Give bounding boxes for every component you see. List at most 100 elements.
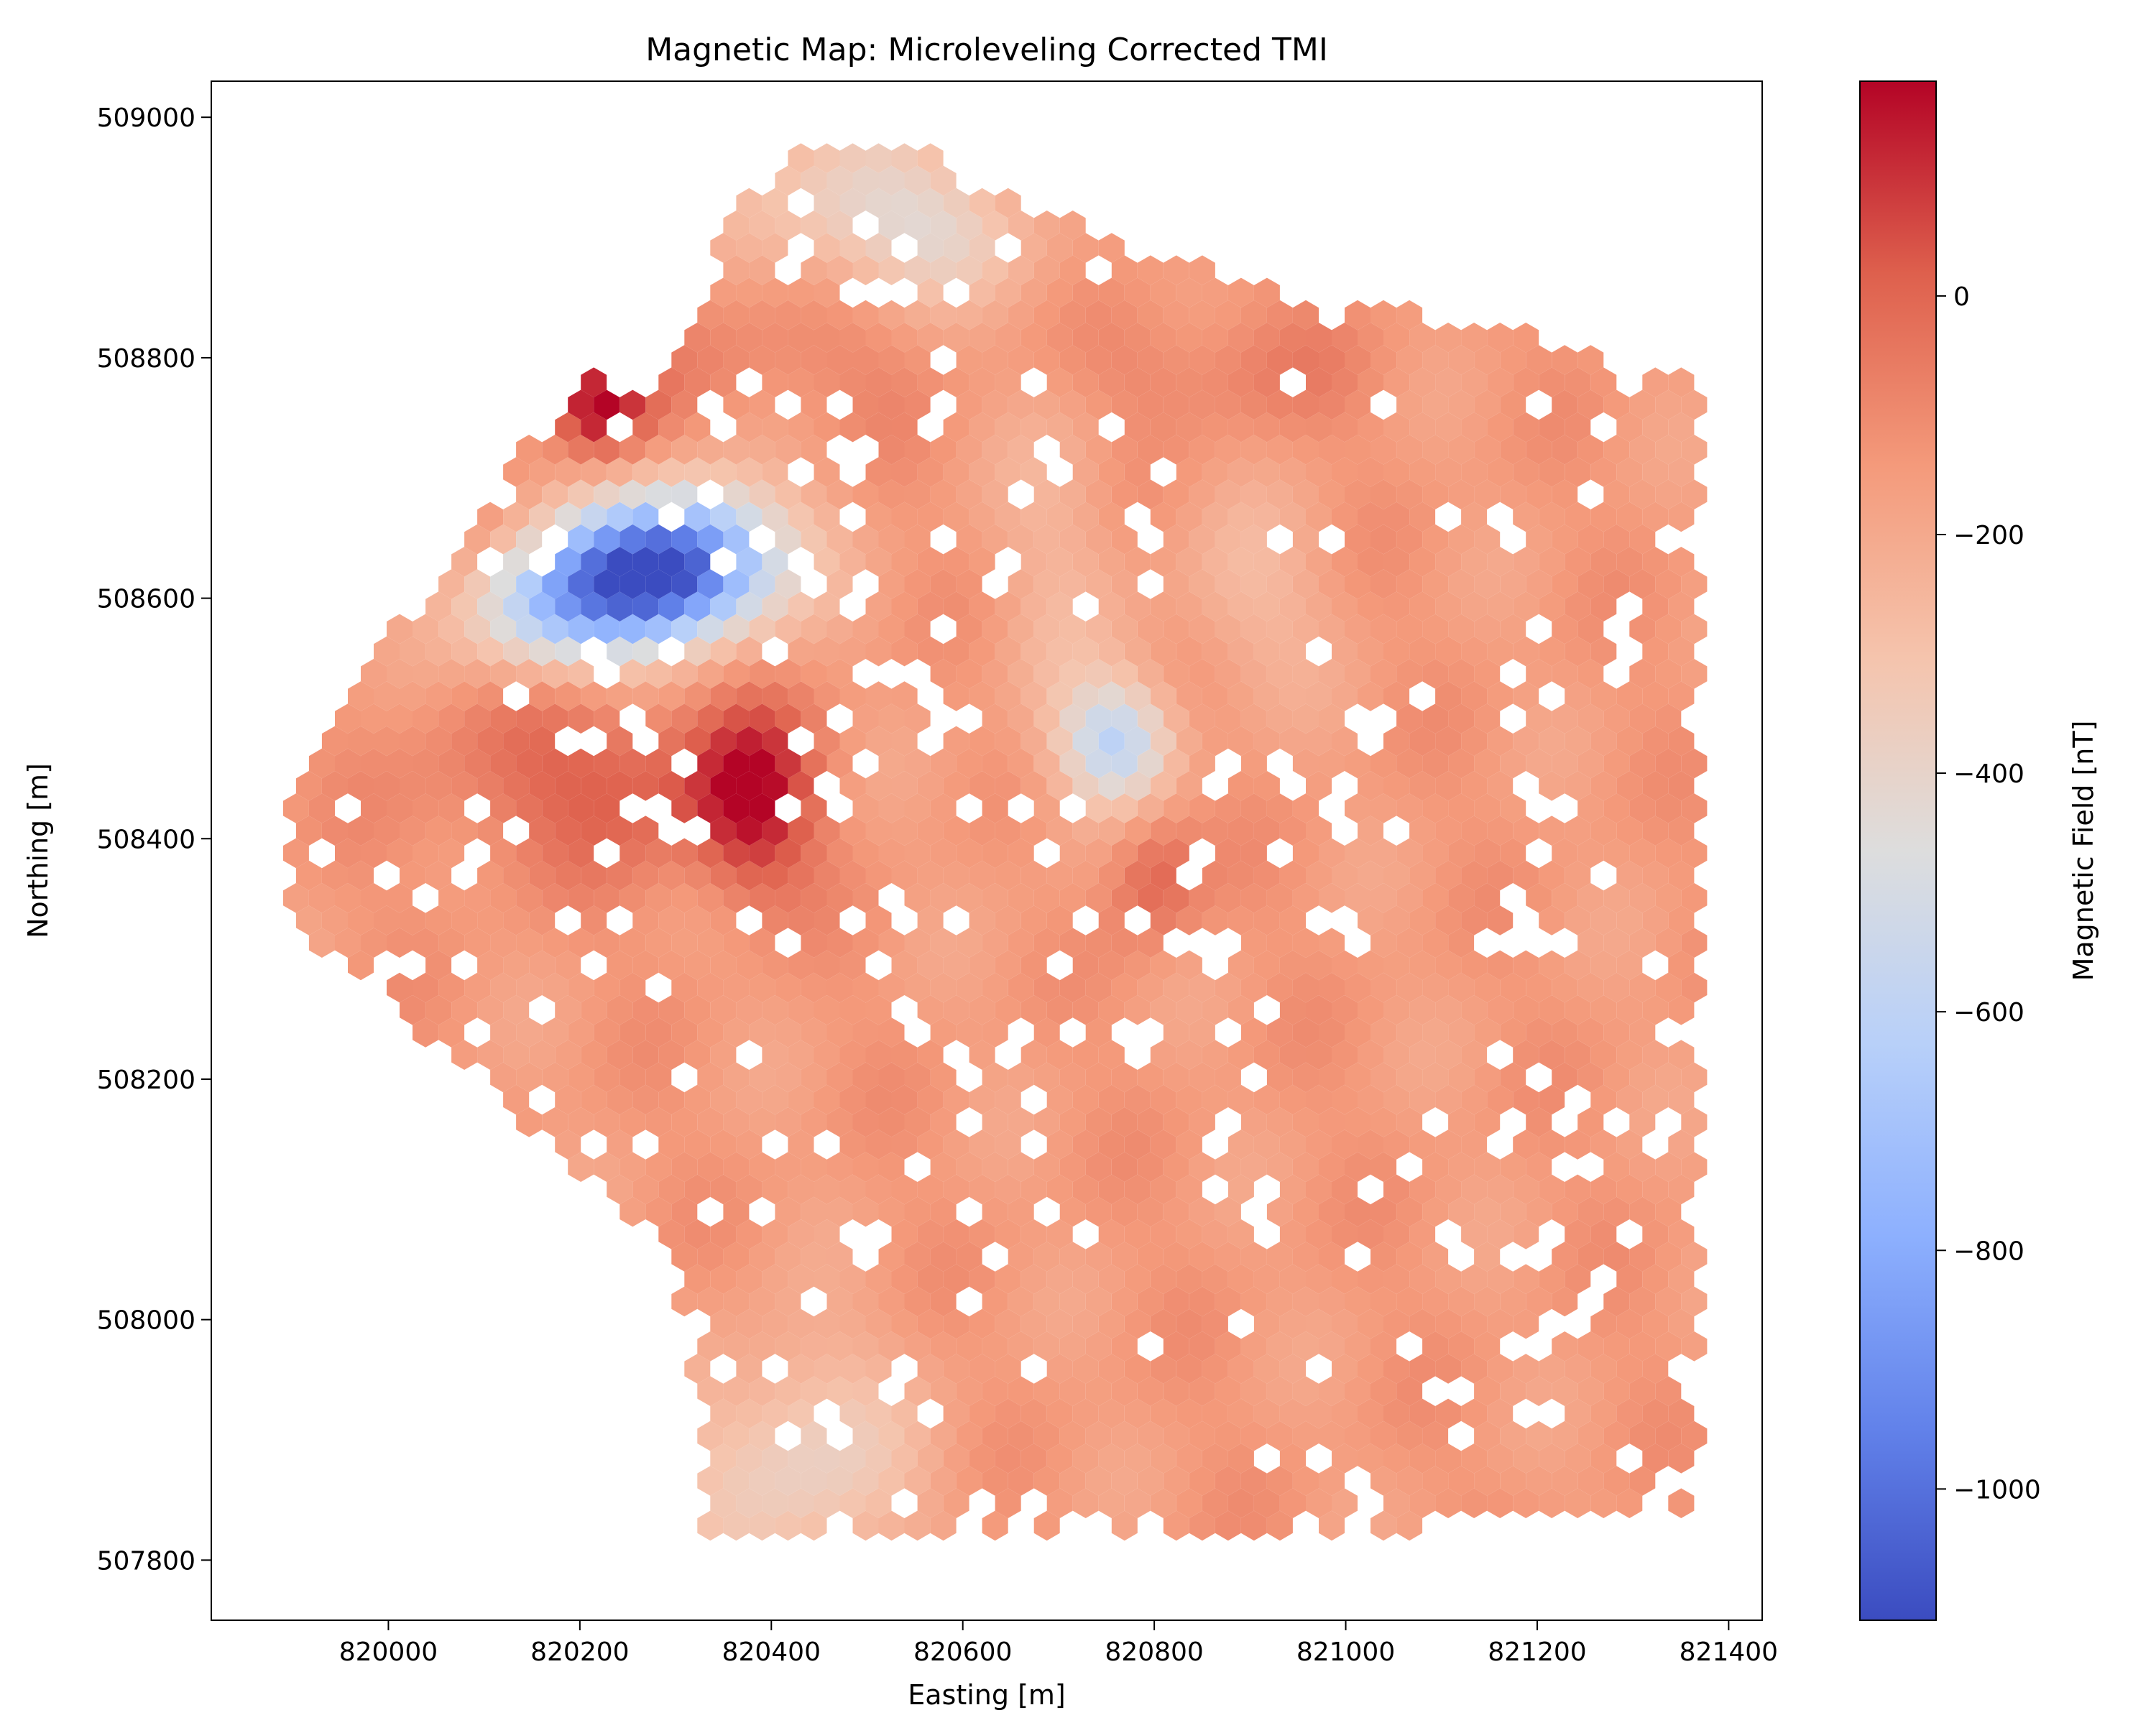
hex-cell: [736, 1398, 763, 1429]
hex-cell: [801, 793, 827, 823]
hex-cell: [1358, 591, 1383, 622]
hex-cell: [1215, 1510, 1241, 1541]
hex-cell: [1124, 1488, 1151, 1518]
hex-cell: [594, 1017, 620, 1048]
chart-title: Magnetic Map: Microleveling Corrected TM…: [645, 32, 1328, 68]
hex-cell: [1319, 389, 1345, 420]
hex-cell: [982, 255, 1008, 285]
hex-cell: [555, 591, 581, 622]
hex-cell: [1435, 591, 1462, 622]
hex-cell: [438, 1017, 465, 1048]
hex-cell: [865, 905, 892, 935]
hex-cell: [917, 905, 944, 935]
hex-cell: [801, 1017, 827, 1048]
hex-cell: [1448, 928, 1475, 958]
hex-cell: [904, 1196, 931, 1227]
hex-cell: [1202, 412, 1228, 443]
hex-cell: [943, 188, 969, 218]
hex-cell: [555, 816, 581, 846]
hex-cell: [891, 1308, 918, 1339]
hex-cell: [632, 950, 659, 981]
hex-cell: [1253, 771, 1280, 801]
hex-cell: [1098, 1174, 1125, 1205]
hex-cell: [1319, 659, 1345, 689]
hex-cell: [1137, 793, 1164, 823]
hex-cell: [839, 1354, 866, 1384]
hex-cell: [982, 838, 1008, 869]
hex-cell: [1539, 1040, 1565, 1070]
hex-cell: [1176, 1174, 1202, 1205]
hex-cell: [1590, 771, 1617, 801]
hex-cell: [1306, 771, 1332, 801]
hex-cell: [1487, 1308, 1514, 1339]
hex-cell: [1215, 1196, 1241, 1227]
hex-cell: [1345, 524, 1370, 555]
hex-cell: [684, 591, 711, 622]
hex-cell: [775, 211, 801, 241]
hex-cell: [1435, 816, 1462, 846]
hex-cell: [1332, 323, 1358, 353]
hex-cell: [1306, 1129, 1332, 1160]
hex-cell: [1526, 1017, 1552, 1048]
hex-cell: [1098, 1084, 1125, 1115]
hex-cell: [1266, 1152, 1293, 1182]
hex-cell: [1033, 1510, 1060, 1541]
hex-cell: [1603, 1286, 1630, 1317]
hex-cell: [1345, 1420, 1370, 1451]
hex-cell: [619, 883, 646, 913]
hex-cell: [839, 995, 866, 1025]
hex-cell: [477, 681, 504, 711]
hex-cell: [1085, 883, 1112, 913]
hex-cell: [1565, 1219, 1591, 1249]
hex-cell: [1085, 659, 1112, 689]
hex-cell: [839, 1264, 866, 1294]
hex-cell: [839, 412, 866, 443]
hex-cell: [1240, 1152, 1267, 1182]
hex-cell: [762, 771, 788, 801]
hex-cell: [1642, 905, 1669, 935]
hex-cell: [1137, 1062, 1164, 1093]
hex-cell: [1461, 457, 1488, 487]
hex-cell: [413, 659, 439, 689]
hex-cell: [282, 793, 309, 823]
hex-cell: [1474, 972, 1501, 1003]
hex-cell: [1033, 1242, 1060, 1272]
hex-cell: [1021, 547, 1047, 577]
hex-cell: [1202, 457, 1228, 487]
hex-cell: [1396, 300, 1423, 331]
hex-cell: [878, 1242, 905, 1272]
hex-cell: [878, 614, 905, 644]
hex-cell: [1409, 1219, 1436, 1249]
hex-cell: [607, 502, 633, 532]
hex-cell: [1008, 972, 1034, 1003]
hex-cell: [723, 1510, 750, 1541]
hex-cell: [542, 614, 568, 644]
hex-cell: [1435, 1308, 1462, 1339]
hex-cell: [762, 547, 788, 577]
hex-cell: [1577, 345, 1604, 375]
hex-cell: [723, 211, 750, 241]
hex-cell: [723, 569, 750, 599]
hex-cell: [788, 277, 814, 308]
hex-cell: [723, 838, 750, 869]
hex-cell: [1487, 681, 1514, 711]
hex-cell: [1021, 816, 1047, 846]
hex-cell: [1098, 233, 1125, 263]
hex-cell: [723, 1242, 750, 1272]
hex-cell: [852, 793, 879, 823]
hex-cell: [762, 816, 788, 846]
hex-cell: [1033, 345, 1060, 375]
hex-cell: [788, 1129, 814, 1160]
hex-cell: [1642, 502, 1669, 532]
hex-cell: [865, 1040, 892, 1070]
hex-cell: [1642, 1084, 1669, 1115]
hex-cell: [361, 703, 387, 734]
hex-cell: [1487, 547, 1514, 577]
hex-cell: [710, 995, 737, 1025]
hex-cell: [1215, 1331, 1241, 1362]
hex-cell: [1189, 972, 1215, 1003]
hex-cell: [1098, 1488, 1125, 1518]
hex-cell: [1577, 389, 1604, 420]
hex-cell: [891, 1443, 918, 1474]
hex-cell: [1163, 1062, 1189, 1093]
